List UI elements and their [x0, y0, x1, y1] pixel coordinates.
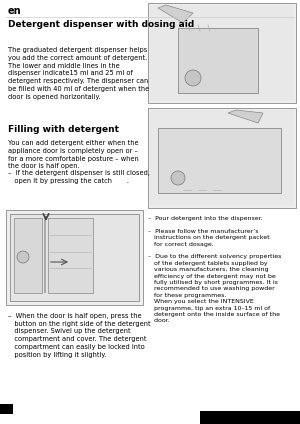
Bar	[148, 108, 296, 208]
Circle shape	[171, 171, 185, 185]
Polygon shape	[158, 5, 193, 23]
Bar	[150, 5, 294, 101]
Bar	[150, 110, 294, 206]
Text: en: en	[8, 6, 22, 16]
Text: –  If the detergent dispenser is still closed,
   open it by pressing the catch : – If the detergent dispenser is still cl…	[8, 170, 150, 184]
Circle shape	[185, 70, 201, 86]
Text: Filling with detergent: Filling with detergent	[8, 125, 119, 134]
Text: –  Pour detergent into the dispenser.

–  Please follow the manufacturer’s
   in: – Pour detergent into the dispenser. – P…	[148, 216, 281, 324]
Circle shape	[17, 251, 29, 263]
Polygon shape	[228, 110, 263, 123]
Text: Detergent dispenser with dosing aid: Detergent dispenser with dosing aid	[8, 20, 194, 29]
Bar	[0, 404, 13, 414]
Bar	[6, 210, 143, 305]
Bar	[48, 218, 93, 293]
Bar	[44, 218, 46, 293]
Text: The graduated detergent dispenser helps
you add the correct amount of detergent.: The graduated detergent dispenser helps …	[8, 47, 149, 100]
Bar	[14, 218, 42, 293]
Bar	[158, 128, 281, 193]
Bar	[148, 3, 296, 103]
Bar	[10, 214, 139, 301]
Text: You can add detergent either when the
appliance door is completely open or –
for: You can add detergent either when the ap…	[8, 140, 139, 169]
Bar	[178, 28, 258, 93]
Bar	[200, 411, 300, 424]
Text: –  When the door is half open, press the
   button on the right side of the dete: – When the door is half open, press the …	[8, 313, 151, 358]
